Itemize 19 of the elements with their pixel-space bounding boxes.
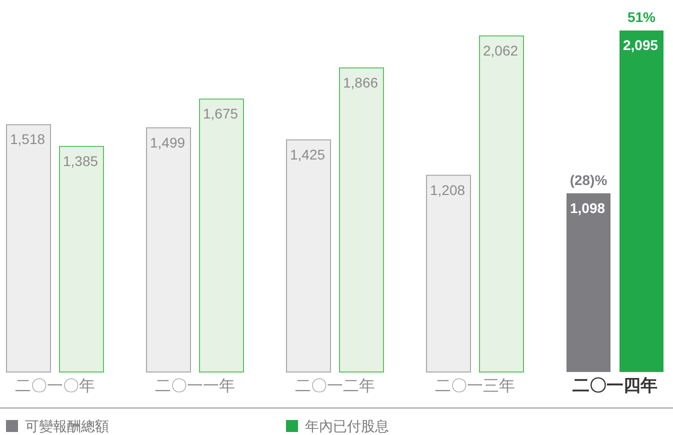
- legend-label: 可變報酬總額: [25, 418, 109, 434]
- x-tick-label: 二〇一一年: [155, 378, 235, 395]
- data-label: 1,208: [430, 182, 466, 198]
- data-label: 2,095: [623, 37, 658, 53]
- data-label: 1,385: [63, 152, 98, 169]
- data-label: 1,098: [570, 200, 606, 216]
- data-label: 1,518: [10, 131, 46, 148]
- data-label: 1,425: [290, 146, 326, 162]
- legend-label: 年內已付股息: [305, 418, 389, 434]
- x-tick-label: 二〇一〇年: [15, 378, 95, 395]
- data-label: 1,675: [203, 106, 238, 122]
- annotation: 51%: [627, 9, 656, 25]
- x-tick-label: 二〇一三年: [435, 378, 515, 395]
- data-label: 2,062: [483, 42, 518, 58]
- x-tick-label: 二〇一二年: [295, 378, 375, 395]
- data-label: 1,866: [343, 74, 378, 90]
- data-label: 1,499: [150, 134, 186, 150]
- annotation: (28)%: [570, 172, 608, 188]
- x-tick-label: 二〇一四年: [572, 376, 658, 395]
